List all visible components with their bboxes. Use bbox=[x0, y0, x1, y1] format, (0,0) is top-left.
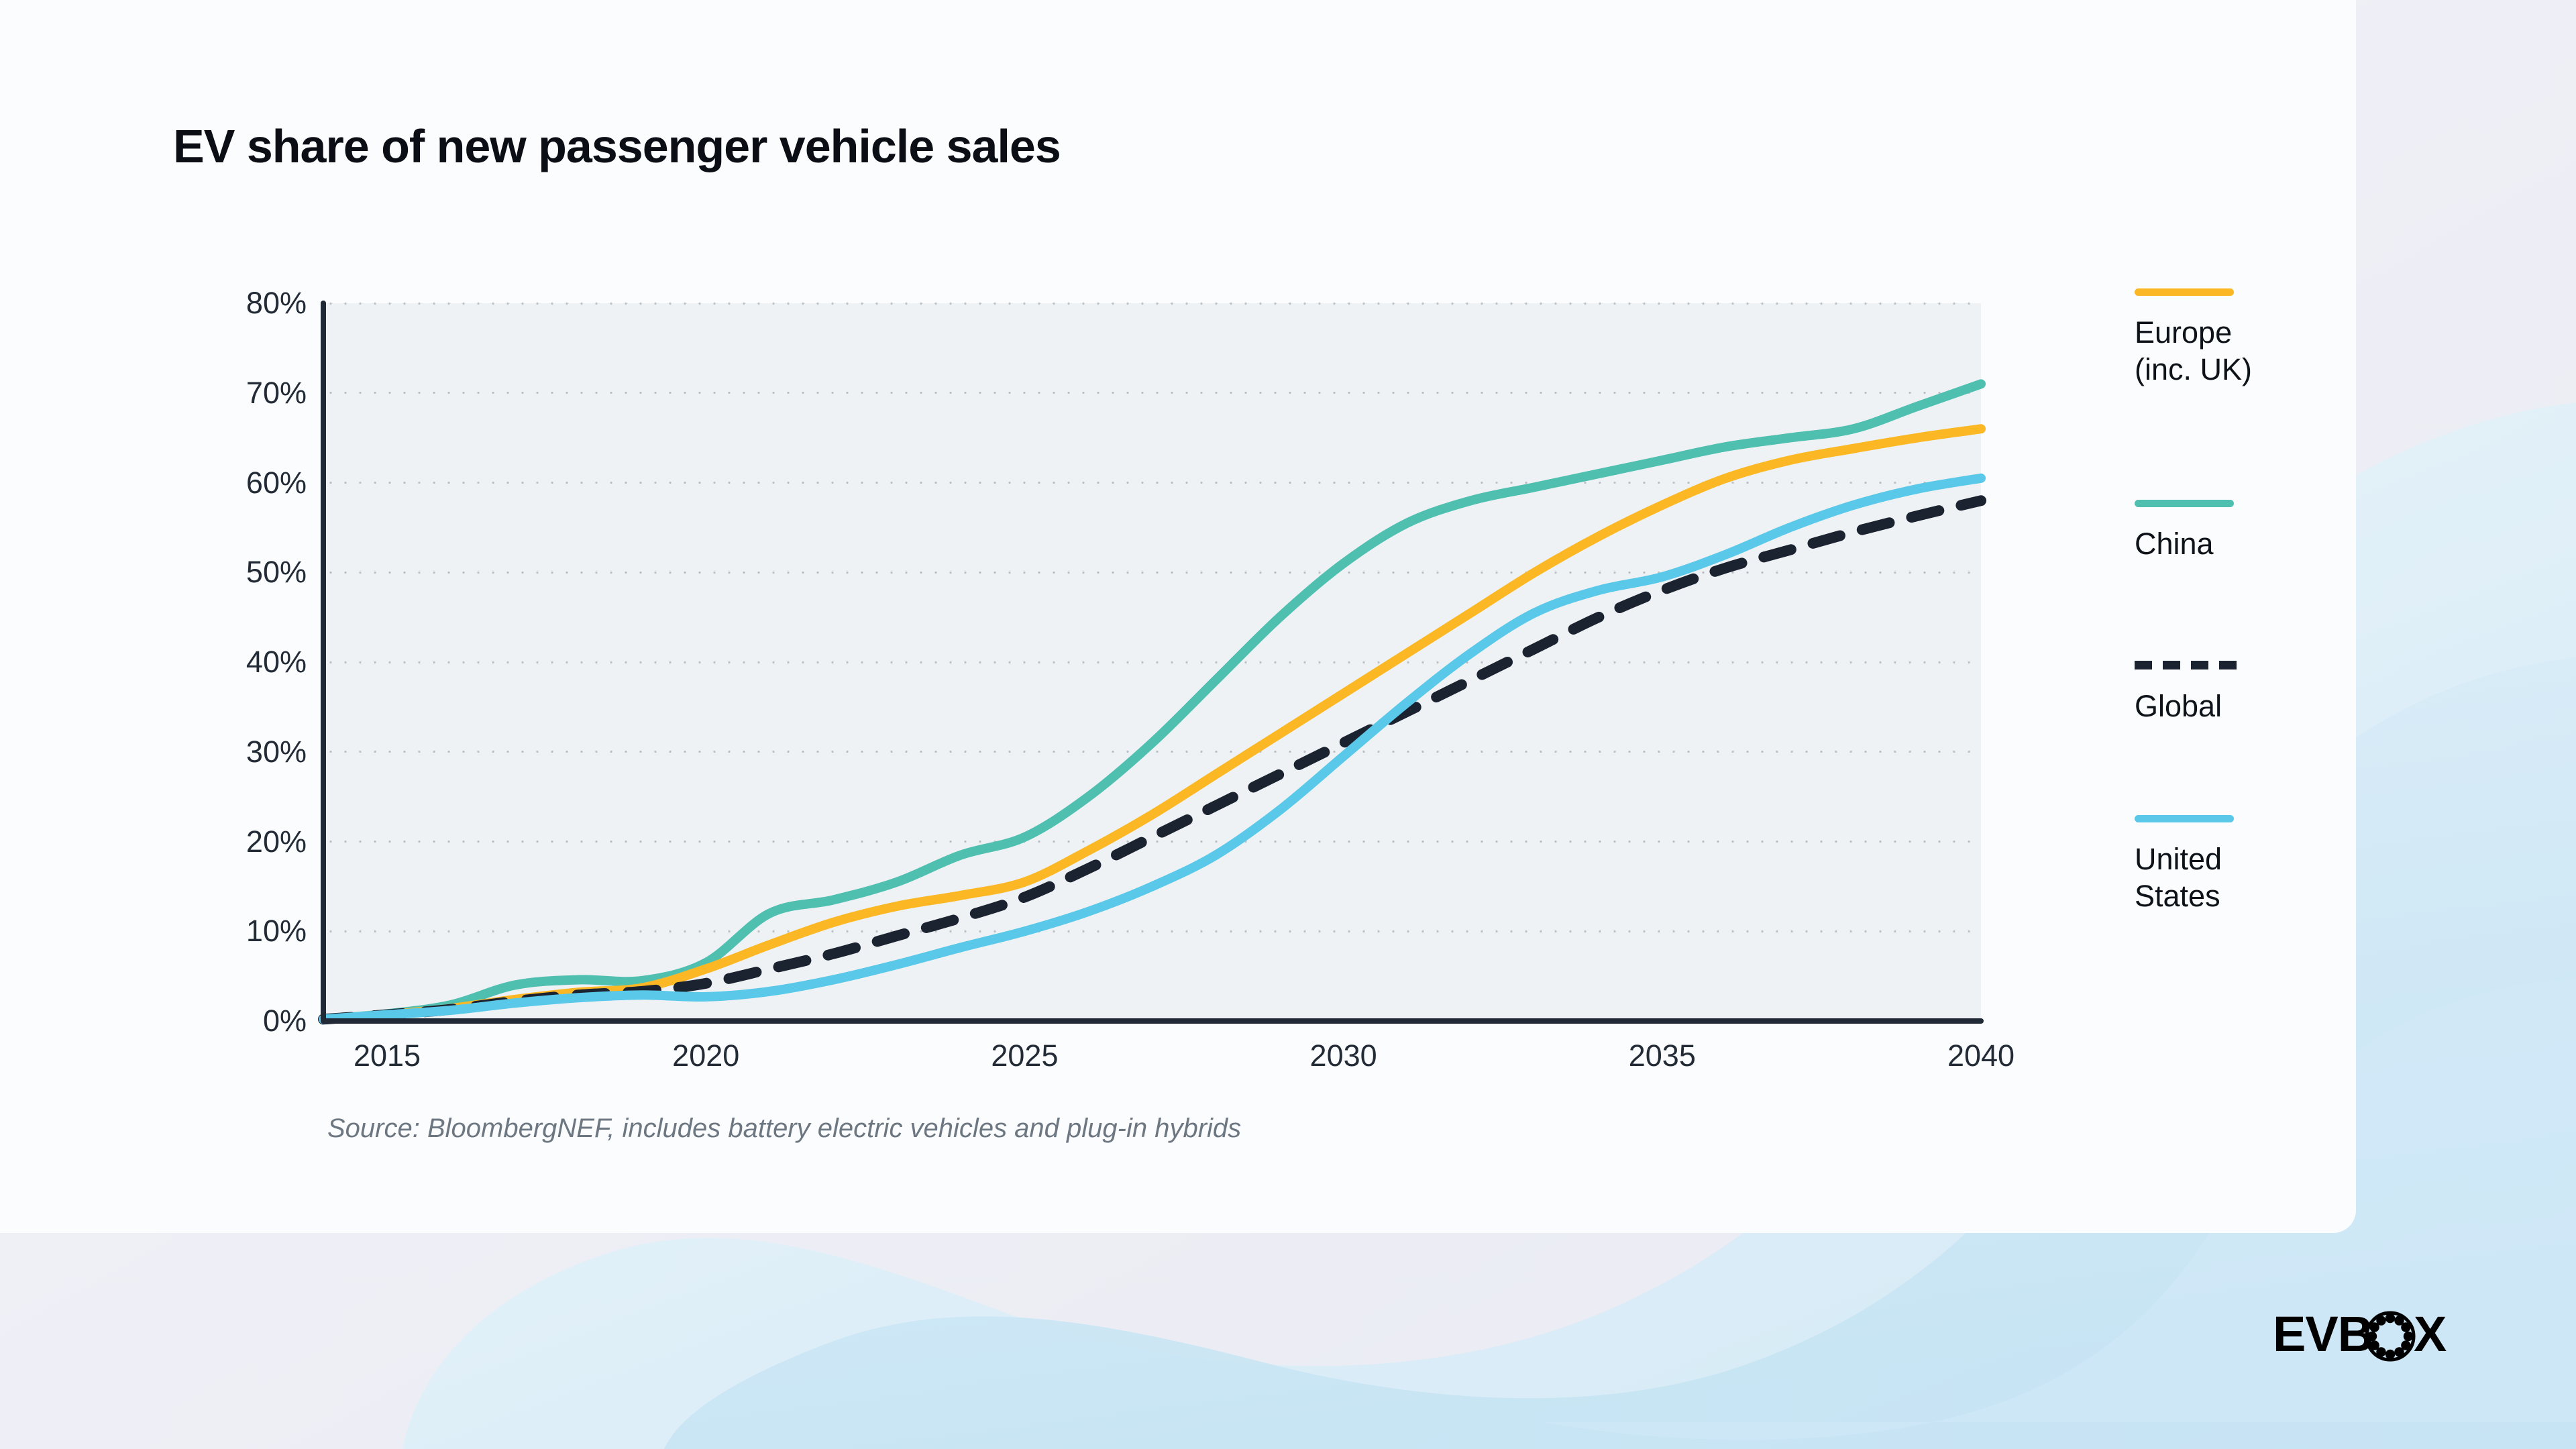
source-note: Source: BloombergNEF, includes battery e… bbox=[327, 1114, 1242, 1143]
x-axis-tick-label: 2015 bbox=[353, 1038, 421, 1073]
x-axis-tick-label: 2030 bbox=[1309, 1038, 1377, 1073]
legend-item[interactable]: United States bbox=[2135, 815, 2356, 915]
series-line-global bbox=[318, 495, 1986, 1025]
x-axis-tick-label: 2040 bbox=[1947, 1038, 2015, 1073]
legend-label: Global bbox=[2135, 689, 2222, 723]
page-title: EV share of new passenger vehicle sales bbox=[173, 120, 1061, 172]
x-axis-tick-label: 2020 bbox=[672, 1038, 740, 1073]
chart-container: EV share of new passenger vehicle sales … bbox=[13, 0, 2356, 1233]
legend-label: Europe (inc. UK) bbox=[2135, 315, 2253, 386]
x-axis-tick-label: 2035 bbox=[1628, 1038, 1696, 1073]
gridline bbox=[323, 750, 1981, 754]
y-axis-tick-label: 30% bbox=[246, 734, 307, 769]
gridline bbox=[323, 840, 1981, 843]
logo-text-right: X bbox=[2414, 1309, 2447, 1362]
legend-item[interactable]: Europe (inc. UK) bbox=[2135, 288, 2356, 388]
series-line-united-states bbox=[319, 473, 1986, 1024]
series-lines bbox=[318, 379, 1986, 1025]
y-axis-tick-label: 70% bbox=[246, 375, 307, 410]
evbox-logo: EVB X bbox=[2273, 1306, 2467, 1366]
gridline bbox=[323, 301, 1981, 305]
y-axis-tick-label: 40% bbox=[246, 645, 307, 679]
y-axis-tick-label: 10% bbox=[246, 914, 307, 949]
legend-swatch-icon bbox=[2135, 815, 2234, 822]
legend-label: China bbox=[2135, 527, 2214, 561]
legend-label: United States bbox=[2135, 842, 2222, 913]
y-axis-tick-label: 80% bbox=[246, 286, 307, 320]
y-axis-tick-label: 60% bbox=[246, 465, 307, 500]
y-axis-tick-label: 20% bbox=[246, 824, 307, 859]
gridline bbox=[323, 391, 1981, 395]
y-axis-line bbox=[321, 301, 326, 1024]
logo-charging-circle-icon bbox=[2365, 1311, 2416, 1362]
legend-item[interactable]: Global bbox=[2135, 661, 2356, 725]
gridline bbox=[323, 570, 1981, 574]
gridline bbox=[323, 660, 1981, 664]
y-axis-tick-label: 50% bbox=[246, 555, 307, 590]
series-line-europe-inc-uk bbox=[319, 424, 1986, 1024]
evbox-logo-mark: EVB X bbox=[2273, 1306, 2447, 1362]
y-axis-tick-label: 0% bbox=[262, 1004, 307, 1038]
series-line-china bbox=[319, 379, 1986, 1024]
x-axis-tick-label: 2025 bbox=[991, 1038, 1059, 1073]
gridline bbox=[323, 481, 1981, 484]
legend-swatch-icon bbox=[2135, 500, 2234, 507]
y-axis-ticks: 0% 10% 20% 30% 40% 50% 60% 70% 80% bbox=[13, 0, 309, 1233]
x-axis-line bbox=[321, 1018, 1984, 1024]
legend-swatch-icon bbox=[2135, 288, 2234, 296]
legend-swatch-icon bbox=[2135, 661, 2237, 669]
logo-text-left: EVB bbox=[2273, 1309, 2373, 1362]
plot-area bbox=[318, 301, 1986, 1025]
gridline bbox=[323, 929, 1981, 933]
legend-item[interactable]: China bbox=[2135, 500, 2356, 563]
